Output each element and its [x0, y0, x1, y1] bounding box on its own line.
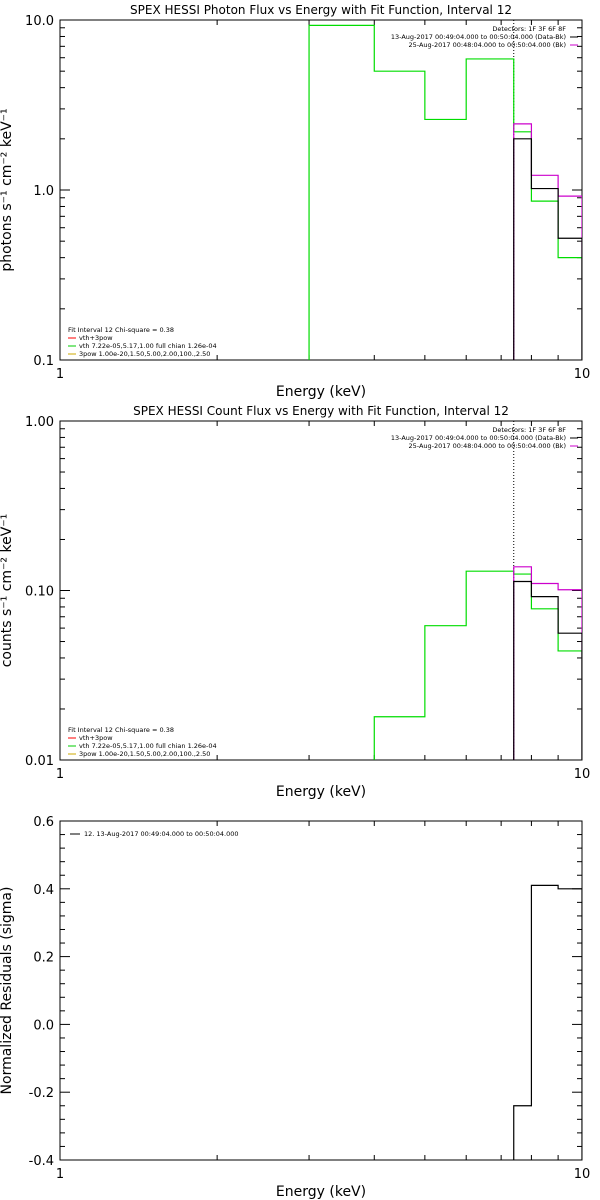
legend-entry: 25-Aug-2017 00:48:04.000 to 00:50:04.000… [409, 442, 566, 450]
plot-frame [59, 19, 583, 361]
legend-entry: Fit Interval 12 Chi-square = 0.38 [68, 726, 174, 734]
x-tick-label: 10 [574, 1167, 591, 1182]
y-tick-label: 0.10 [25, 585, 54, 600]
legend-entry: vth 7.22e-05,5.17,1.00 full chian 1.26e-… [79, 342, 217, 350]
chart-title: SPEX HESSI Count Flux vs Energy with Fit… [133, 404, 509, 418]
chart-panel-1: 1 10 0.1 1.0 10.0 SPEX HESSI Photon Flux vs E… [0, 3, 590, 400]
y-axis-label: photons s⁻¹ cm⁻² keV⁻¹ [0, 108, 15, 271]
legend-entry: vth+3pow [79, 734, 113, 742]
x-tick-label: 1 [56, 767, 64, 782]
legend-entry: vth 7.22e-05,5.17,1.00 full chian 1.26e-… [79, 742, 217, 750]
y-tick-label: 0.2 [33, 951, 54, 966]
x-tick-label: 1 [56, 1167, 64, 1182]
x-axis-label: Energy (keV) [276, 1184, 366, 1200]
x-axis-label: Energy (keV) [276, 384, 366, 400]
legend-entry: 12. 13-Aug-2017 00:49:04.000 to 00:50:04… [84, 830, 239, 838]
y-tick-label: 0.4 [33, 883, 54, 898]
series-group [513, 884, 582, 1160]
y-tick-label: 10.0 [25, 14, 54, 29]
y-tick-label: 0.01 [25, 754, 54, 769]
legend-entry: vth+3pow [79, 334, 113, 342]
plot-frame [59, 820, 583, 1161]
legend-entry: Detectors: 1F 3F 6F 8F [492, 426, 566, 434]
x-tick-label: 10 [574, 367, 591, 382]
y-axis-label: Normalized Residuals (sigma) [0, 887, 15, 1095]
y-tick-label: -0.4 [29, 1154, 54, 1169]
y-tick-label: 0.6 [33, 815, 54, 830]
series-line-1 [513, 884, 582, 1160]
chart-panel-2: 1 10 0.01 0.10 1.00 SPEX HESSI Count Flux vs … [0, 404, 590, 800]
y-tick-label: 0.0 [33, 1018, 54, 1033]
legend-entry: 25-Aug-2017 00:48:04.000 to 00:50:04.000… [409, 41, 566, 49]
y-axis-label: counts s⁻¹ cm⁻² keV⁻¹ [0, 514, 15, 668]
legend-entry: 13-Aug-2017 00:49:04.000 to 00:50:04.000… [391, 33, 566, 41]
series-group [373, 566, 582, 760]
chart-title: SPEX HESSI Photon Flux vs Energy with Fi… [130, 3, 512, 17]
series-line-3 [513, 138, 582, 360]
x-tick-label: 10 [574, 767, 591, 782]
series-line-1 [308, 24, 582, 360]
y-tick-label: 1.0 [33, 184, 54, 199]
x-tick-label: 1 [56, 367, 64, 382]
chart-panel-3: 1 10 -0.4 -0.2 0.0 0.2 0.4 0.6 Energy (keV) Norma… [0, 815, 590, 1200]
series-line-1 [373, 570, 582, 760]
series-line-2 [513, 123, 582, 360]
y-tick-label: 1.00 [25, 415, 54, 430]
series-line-2 [513, 566, 582, 760]
legend-entry: 3pow 1.00e-20,1.50,5.00,2.00,100.,2.50 [79, 750, 210, 758]
y-tick-label: 0.1 [33, 354, 54, 369]
plot-frame [59, 420, 583, 761]
x-axis-label: Energy (keV) [276, 784, 366, 800]
legend-entry: Fit Interval 12 Chi-square = 0.38 [68, 326, 174, 334]
legend-entry: Detectors: 1F 3F 6F 8F [492, 25, 566, 33]
legend-entry: 3pow 1.00e-20,1.50,5.00,2.00,100.,2.50 [79, 350, 210, 358]
series-group [308, 24, 582, 360]
legend-entry: 13-Aug-2017 00:49:04.000 to 00:50:04.000… [391, 434, 566, 442]
series-line-3 [513, 580, 582, 760]
y-tick-label: -0.2 [29, 1086, 54, 1101]
